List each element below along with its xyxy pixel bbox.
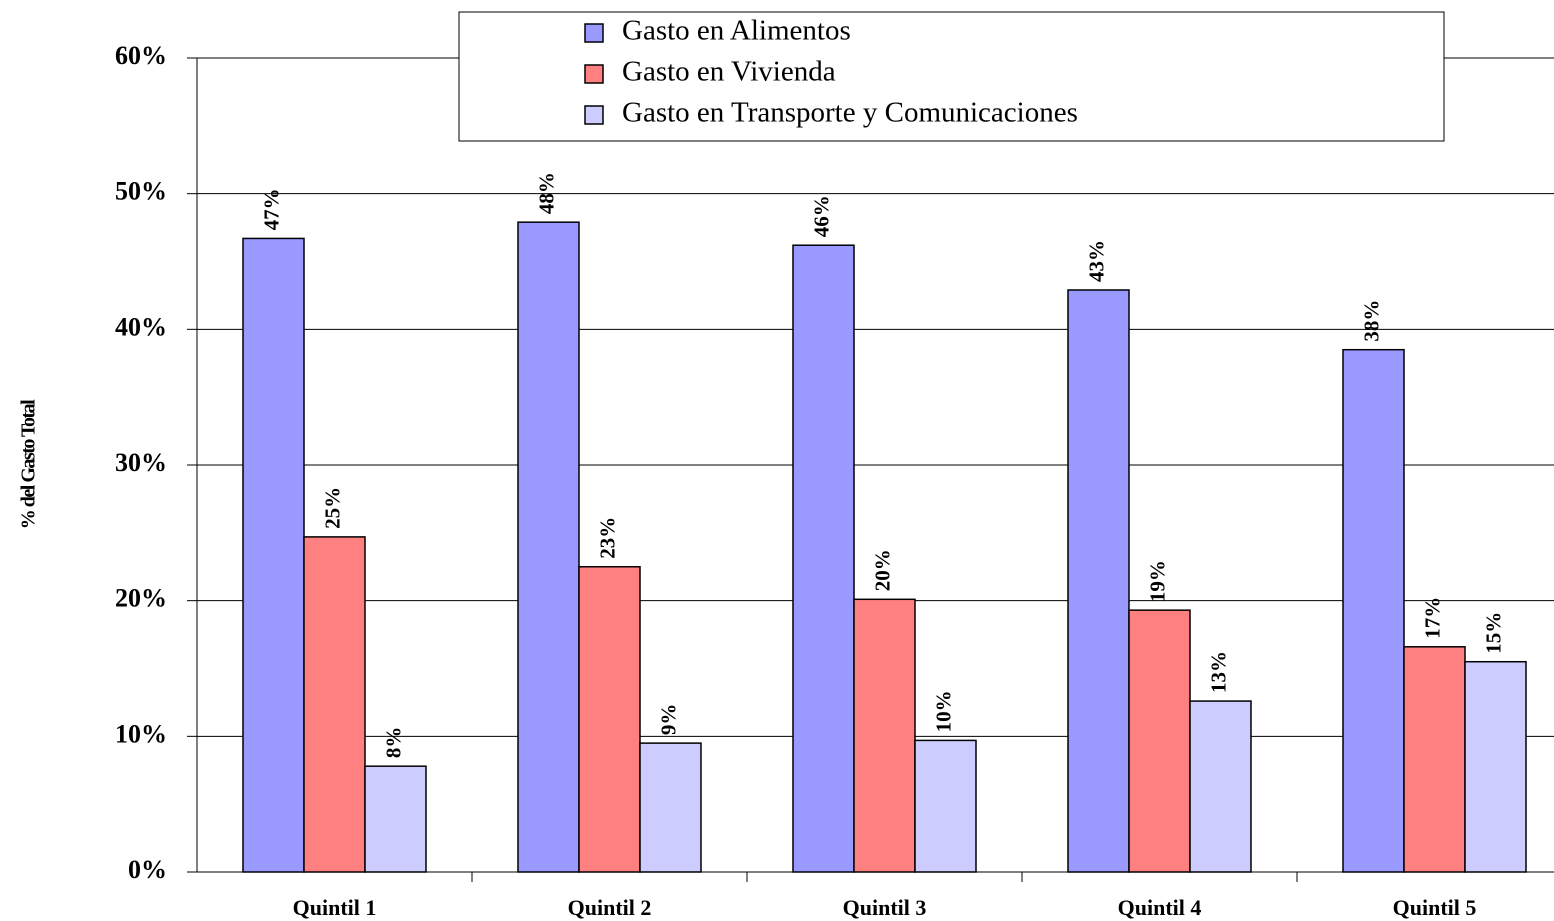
legend-label: Gasto en Transporte y Comunicaciones [622, 97, 1078, 129]
bar [517, 221, 580, 873]
data-label: 13% [1206, 651, 1230, 693]
bar [792, 244, 855, 873]
y-axis-label: % del Gasto Total [18, 399, 40, 529]
bar [578, 566, 641, 873]
bar [853, 598, 916, 873]
x-tick-label: Quintil 3 [843, 895, 927, 920]
data-label: 8% [381, 727, 405, 759]
data-label: 10% [931, 690, 955, 732]
data-label: 46% [809, 195, 833, 237]
y-tick-label: 10% [115, 719, 167, 748]
legend-swatch [584, 64, 604, 84]
data-label: 15% [1481, 612, 1505, 654]
y-tick-label: 50% [115, 177, 167, 206]
x-tick-label: Quintil 2 [568, 895, 652, 920]
bar [1403, 646, 1466, 873]
bar [364, 765, 427, 873]
y-tick-label: 40% [115, 312, 167, 341]
bar [1128, 609, 1191, 873]
x-tick-label: Quintil 5 [1393, 895, 1477, 920]
legend-swatch [584, 105, 604, 125]
data-label: 47% [259, 188, 283, 230]
bar [303, 536, 366, 873]
x-tick-label: Quintil 1 [293, 895, 377, 920]
bar [639, 742, 702, 873]
data-label: 19% [1145, 560, 1169, 602]
data-label: 23% [595, 517, 619, 559]
data-label: 48% [534, 172, 558, 214]
data-label: 20% [870, 549, 894, 591]
y-tick-label: 0% [128, 855, 167, 884]
bar [1342, 348, 1405, 873]
bar [1067, 289, 1130, 873]
bar [242, 237, 305, 873]
y-tick-label: 20% [115, 584, 167, 613]
legend-box [458, 11, 1445, 142]
legend-swatch [584, 23, 604, 43]
legend-label: Gasto en Alimentos [622, 15, 851, 47]
x-tick-label: Quintil 4 [1118, 895, 1202, 920]
bar [914, 739, 977, 873]
data-label: 17% [1420, 597, 1444, 639]
data-label: 38% [1359, 300, 1383, 342]
data-label: 25% [320, 487, 344, 529]
data-label: 9% [656, 704, 680, 736]
legend-label: Gasto en Vivienda [622, 56, 836, 88]
bar [1189, 700, 1252, 873]
y-tick-label: 60% [115, 41, 167, 70]
data-label: 43% [1084, 240, 1108, 282]
y-tick-label: 30% [115, 448, 167, 477]
bar [1464, 660, 1527, 873]
